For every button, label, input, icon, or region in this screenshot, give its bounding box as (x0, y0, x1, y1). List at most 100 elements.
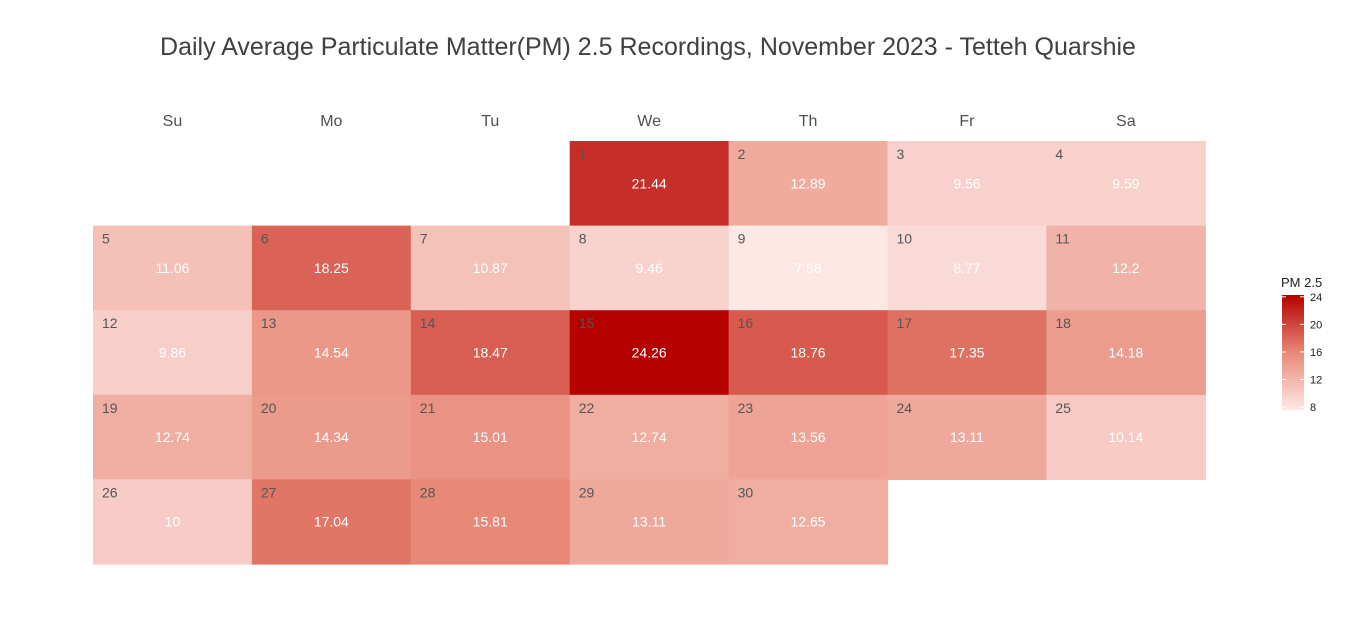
day-number: 7 (420, 231, 428, 247)
heat-cell (1046, 394, 1206, 480)
heat-cell (93, 310, 253, 396)
day-cell: 27 17.04 (251, 479, 412, 565)
day-number: 5 (102, 231, 110, 247)
day-cell: 25 10.14 (1046, 394, 1206, 480)
day-number: 28 (420, 484, 436, 500)
heat-cell (1046, 225, 1206, 311)
day-number: 13 (261, 315, 277, 331)
value-label: 17.04 (314, 514, 349, 530)
legend-tick-label: 24 (1310, 292, 1322, 304)
day-cell: 20 14.34 (251, 394, 412, 480)
heat-cell (569, 394, 730, 480)
day-cell: 39.56 (887, 141, 1047, 227)
day-cell: 129.86 (93, 310, 253, 396)
day-cell: 97.58 (728, 225, 889, 311)
day-number: 27 (261, 484, 277, 500)
value-label: 12.2 (1112, 260, 1139, 276)
day-cell: 16 18.76 (728, 310, 889, 396)
heat-cell (410, 310, 571, 396)
day-cell: 13 14.54 (251, 310, 412, 396)
day-cell: 121.44 (569, 141, 730, 227)
day-cell: 21 15.01 (410, 394, 571, 480)
value-label: 9.46 (636, 260, 663, 276)
value-label: 12.89 (791, 175, 826, 191)
day-number: 1 (579, 146, 587, 162)
value-label: 10.87 (473, 260, 508, 276)
value-label: 13.11 (632, 514, 666, 530)
value-label: 10 (165, 514, 181, 530)
day-number: 18 (1055, 315, 1071, 331)
legend-title: PM 2.5 (1281, 275, 1322, 290)
heat-cell (93, 479, 253, 565)
heat-cell (251, 394, 412, 480)
value-label: 18.25 (314, 260, 349, 276)
day-cell: 19 12.74 (93, 394, 253, 480)
value-label: 7.58 (794, 260, 821, 276)
heat-cell (410, 479, 571, 565)
day-number: 20 (261, 400, 277, 416)
heat-cell (1046, 141, 1206, 227)
day-number: 17 (897, 315, 913, 331)
heat-cell (251, 479, 412, 565)
day-cell: 28 15.81 (410, 479, 571, 565)
day-number: 16 (738, 315, 754, 331)
day-cell: 618.25 (251, 225, 412, 311)
heat-cell (251, 225, 412, 311)
day-number: 6 (261, 231, 269, 247)
heat-cell (728, 310, 889, 396)
day-number: 23 (738, 400, 754, 416)
legend-tick-label: 20 (1310, 319, 1322, 331)
value-label: 10.14 (1108, 429, 1143, 445)
value-label: 24.26 (632, 345, 667, 361)
day-number: 11 (1055, 231, 1070, 247)
weekday-label: Fr (959, 113, 975, 130)
heat-cell (93, 394, 253, 480)
day-number: 12 (102, 315, 118, 331)
day-cell: 14 18.47 (410, 310, 571, 396)
heat-cell (410, 225, 571, 311)
legend-tick-label: 8 (1310, 402, 1316, 414)
heat-cell (569, 141, 730, 227)
heat-cell (887, 310, 1047, 396)
weekday-label: We (637, 113, 661, 130)
day-cell: 23 13.56 (728, 394, 889, 480)
day-number: 2 (738, 146, 746, 162)
value-label: 17.35 (949, 345, 984, 361)
value-label: 14.18 (1108, 345, 1143, 361)
value-label: 12.74 (155, 429, 190, 445)
day-cell: 22 12.74 (569, 394, 730, 480)
heat-cell (728, 225, 889, 311)
day-cell: 49.59 (1046, 141, 1206, 227)
value-label: 9.86 (159, 345, 186, 361)
heat-cell (569, 479, 730, 565)
day-number: 8 (579, 231, 587, 247)
day-cell: 710.87 (410, 225, 571, 311)
day-number: 25 (1055, 400, 1071, 416)
day-number: 10 (897, 231, 913, 247)
heat-cell (728, 394, 889, 480)
heat-cell (569, 225, 730, 311)
day-cell: 11 12.2 (1046, 225, 1206, 311)
weekday-label: Mo (320, 113, 342, 130)
value-label: 11.06 (155, 260, 189, 276)
heat-cell (410, 394, 571, 480)
day-cell: 511.06 (93, 225, 253, 311)
chart-title: Daily Average Particulate Matter(PM) 2.5… (160, 33, 1136, 61)
value-label: 8.77 (953, 260, 980, 276)
day-cell: 24 13.11 (887, 394, 1047, 480)
value-label: 12.65 (791, 514, 826, 530)
day-cell: 212.89 (728, 141, 889, 227)
value-label: 13.56 (791, 429, 826, 445)
weekday-label: Sa (1116, 113, 1136, 130)
weekday-label: Su (163, 113, 183, 130)
weekday-label: Tu (481, 113, 499, 130)
heat-cell (887, 141, 1047, 227)
value-label: 9.56 (953, 175, 980, 191)
day-number: 26 (102, 484, 118, 500)
day-cell: 17 17.35 (887, 310, 1047, 396)
value-label: 14.54 (314, 345, 349, 361)
day-cell: 15 24.26 (569, 310, 730, 396)
day-number: 3 (897, 146, 905, 162)
day-cell: 29 13.11 (569, 479, 730, 565)
